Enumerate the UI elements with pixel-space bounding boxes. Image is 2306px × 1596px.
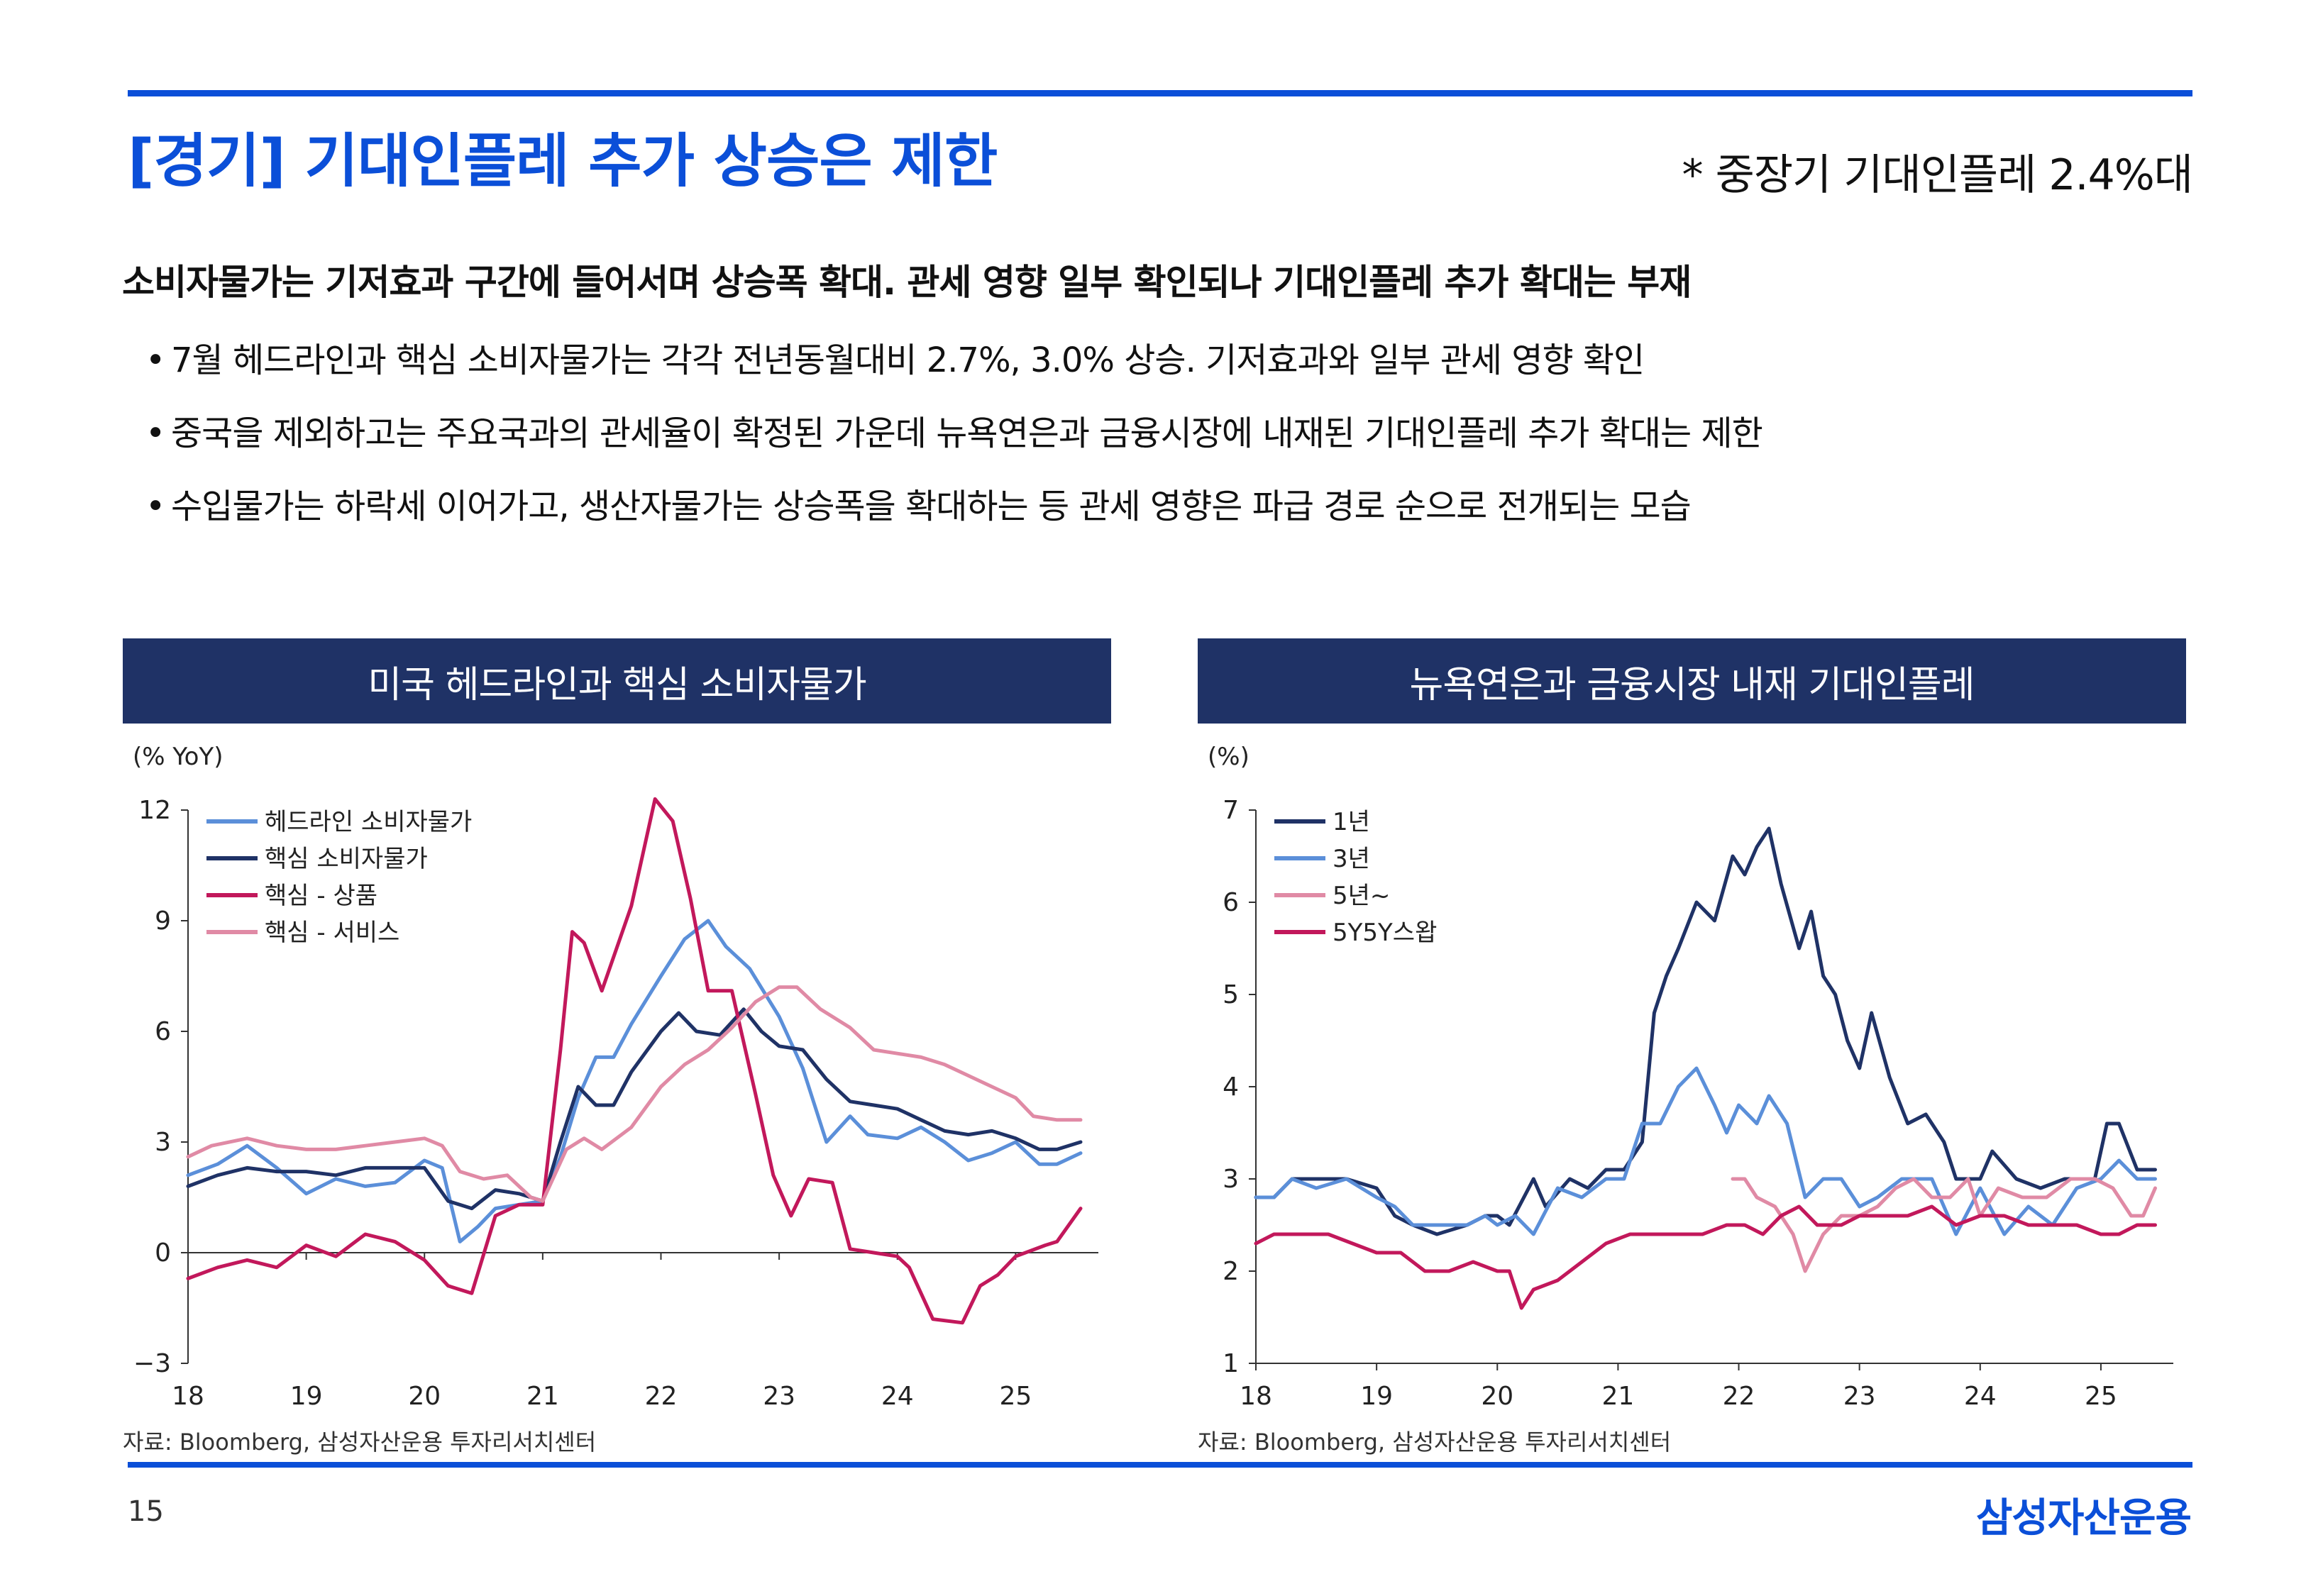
series-line-3: [186, 797, 1083, 1325]
cpi-chart: (% YoY) 12 9 6 3 0 −318 19 20 21 22 23 24 25 헤드라인 소비자물…: [133, 743, 1098, 1411]
series-line-4: [1254, 1204, 2157, 1310]
legend-label: 3년: [1333, 845, 1370, 873]
x-tick-label: 20: [408, 1382, 441, 1411]
chart-source-left: 자료: Bloomberg, 삼성자산운용 투자리서치센터: [123, 1429, 597, 1456]
bullet-text: 중국을 제외하고는 주요국과의 관세율이 확정된 가운데 뉴욕연은과 금융시장에…: [171, 414, 1763, 453]
bullet-item: • 수입물가는 하락세 이어가고, 생산자물가는 상승폭을 확대하는 등 관세 영…: [145, 478, 1762, 551]
bullet-dot: •: [145, 414, 165, 453]
y-axis-unit-label: (%): [1208, 743, 1249, 771]
legend-label: 5Y5Y스왑: [1333, 919, 1437, 947]
series-line-2: [186, 1007, 1083, 1211]
bullet-text: 7월 헤드라인과 핵심 소비자물가는 각각 전년동월대비 2.7%, 3.0% …: [171, 340, 1645, 380]
y-tick-label: 1: [1223, 1349, 1239, 1378]
legend-label: 헤드라인 소비자물가: [265, 808, 472, 836]
bullet-dot: •: [145, 340, 165, 380]
legend-label: 5년~: [1333, 882, 1390, 910]
x-tick-label: 18: [172, 1382, 204, 1411]
chart-source-right: 자료: Bloomberg, 삼성자산운용 투자리서치센터: [1198, 1429, 1672, 1456]
y-tick-label: 3: [1223, 1165, 1239, 1194]
headline: 소비자물가는 기저효과 구간에 들어서며 상승폭 확대. 관세 영향 일부 확인…: [122, 262, 1692, 303]
chart-header-expectations: 뉴욕연은과 금융시장 내재 기대인플레: [1198, 638, 2186, 724]
x-tick-label: 22: [1723, 1382, 1755, 1411]
x-tick-label: 19: [290, 1382, 323, 1411]
title-note: * 중장기 기대인플레 2.4%대: [1682, 150, 2193, 200]
x-tick-label: 19: [1360, 1382, 1393, 1411]
x-tick-label: 24: [881, 1382, 914, 1411]
legend-label: 1년: [1333, 808, 1370, 836]
bullet-list: • 7월 헤드라인과 핵심 소비자물가는 각각 전년동월대비 2.7%, 3.0%…: [145, 332, 1763, 551]
legend-label: 핵심 소비자물가: [265, 845, 428, 873]
y-axis-unit-label: (% YoY): [133, 743, 223, 771]
bullet-dot: •: [145, 487, 165, 526]
bullet-item: • 중국을 제외하고는 주요국과의 관세율이 확정된 가운데 뉴욕연은과 금융시장…: [145, 405, 1763, 478]
x-tick-label: 20: [1481, 1382, 1513, 1411]
legend-label: 핵심 - 서비스: [265, 919, 399, 947]
page-title: [경기] 기대인플레 추가 상승은 제한: [128, 128, 998, 195]
brand-logo: 삼성자산운용: [1975, 1495, 2192, 1541]
x-tick-label: 25: [2085, 1382, 2117, 1411]
x-tick-label: 24: [1964, 1382, 1997, 1411]
series-line-1: [1254, 826, 2157, 1236]
y-tick-label: 3: [155, 1128, 171, 1157]
x-tick-label: 22: [645, 1382, 678, 1411]
bullet-text: 수입물가는 하락세 이어가고, 생산자물가는 상승폭을 확대하는 등 관세 영향…: [171, 487, 1692, 526]
series-line-2: [1254, 1066, 2157, 1236]
y-tick-label: 5: [1223, 980, 1239, 1009]
y-tick-label: 4: [1223, 1073, 1239, 1102]
y-tick-label: 0: [155, 1238, 171, 1268]
x-tick-label: 21: [526, 1382, 559, 1411]
bottom-rule: [128, 1462, 2192, 1468]
x-tick-label: 21: [1601, 1382, 1634, 1411]
x-tick-label: 23: [1843, 1382, 1876, 1411]
chart-header-cpi: 미국 헤드라인과 핵심 소비자물가: [123, 638, 1111, 724]
y-tick-label: 7: [1223, 796, 1239, 825]
y-tick-label: 2: [1223, 1257, 1239, 1286]
legend-label: 핵심 - 상품: [265, 882, 377, 910]
page-number: 15: [128, 1495, 164, 1528]
y-tick-label: 6: [155, 1017, 171, 1046]
x-tick-label: 25: [999, 1382, 1032, 1411]
y-tick-label: 12: [138, 796, 171, 825]
series-line-3: [1731, 1177, 2157, 1273]
bullet-item: • 7월 헤드라인과 핵심 소비자물가는 각각 전년동월대비 2.7%, 3.0%…: [145, 332, 1762, 405]
x-tick-label: 23: [763, 1382, 795, 1411]
y-tick-label: 6: [1223, 888, 1239, 917]
top-rule: [128, 90, 2192, 96]
y-tick-label: −3: [133, 1349, 171, 1378]
series-line-4: [186, 985, 1083, 1203]
series-line-1: [186, 919, 1083, 1243]
y-tick-label: 9: [155, 907, 171, 936]
x-tick-label: 18: [1240, 1382, 1272, 1411]
